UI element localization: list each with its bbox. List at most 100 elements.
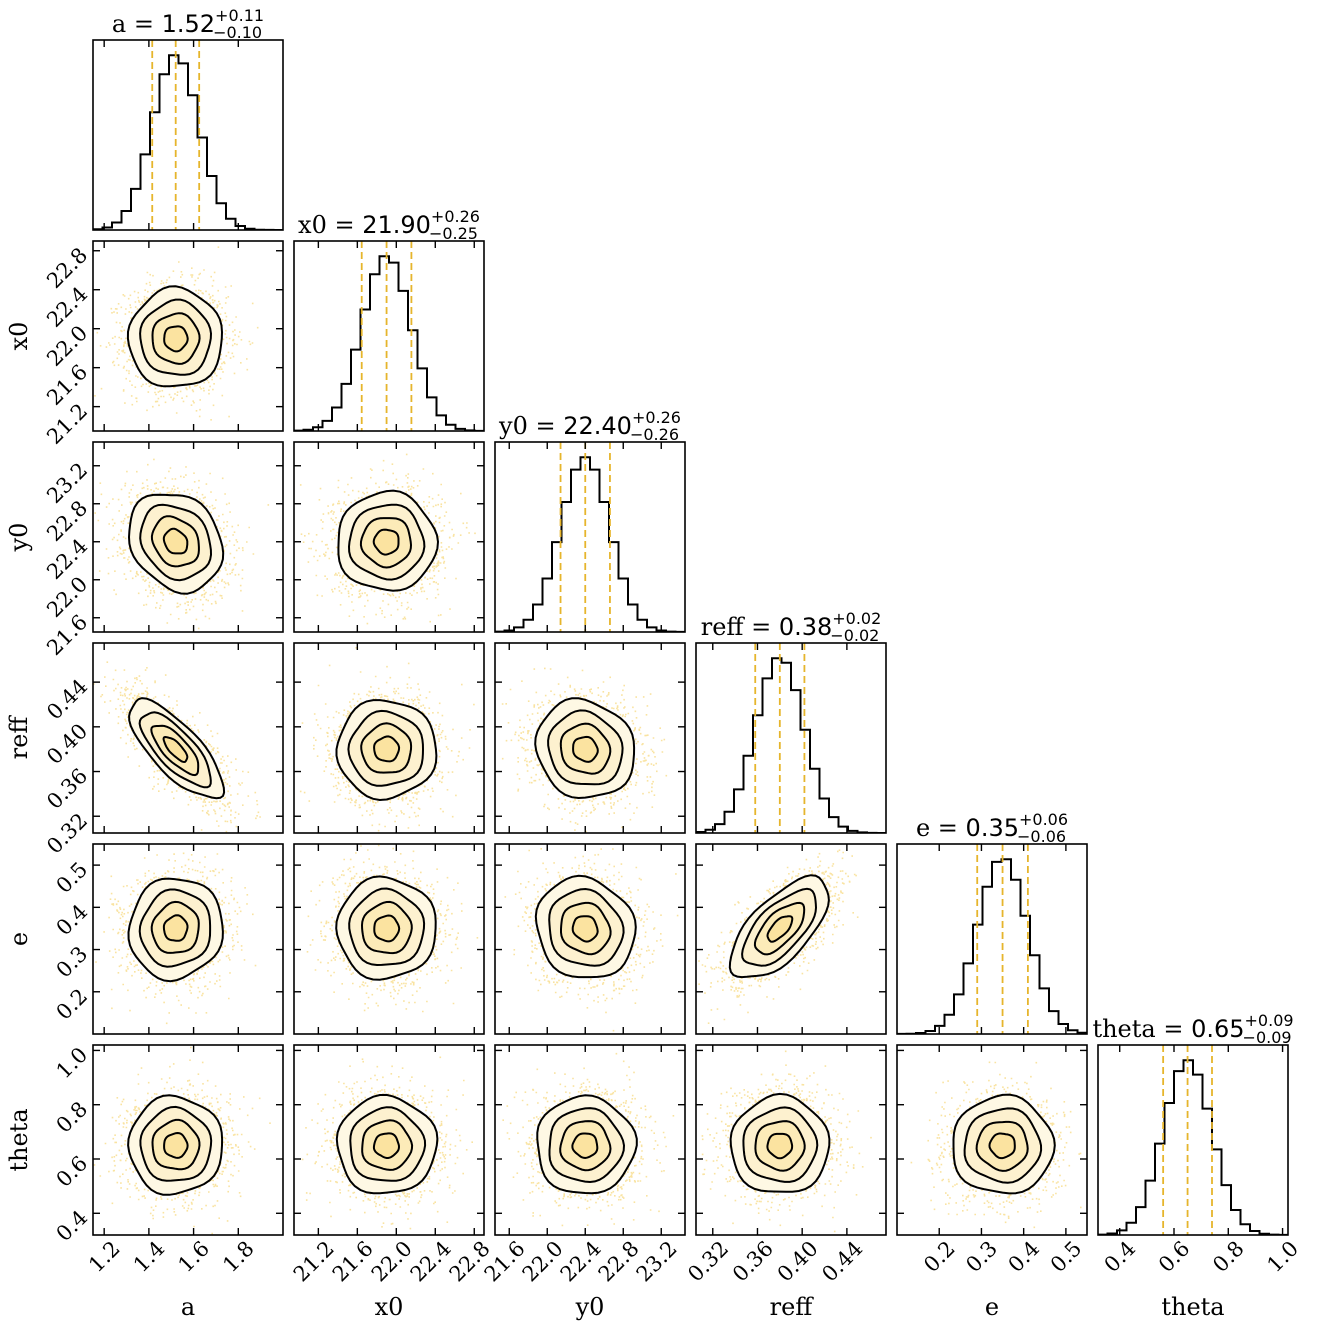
histogram-theta bbox=[1098, 1059, 1288, 1235]
histogram-reff bbox=[696, 657, 886, 833]
y-tick-label-reff: 0.32 bbox=[42, 808, 92, 858]
panel-frame bbox=[1097, 1044, 1289, 1236]
x-tick-label-theta: 1.0 bbox=[1262, 1236, 1303, 1277]
y-tick-label-x0: 21.6 bbox=[42, 360, 92, 410]
panel-frame bbox=[293, 240, 485, 432]
x-tick-label-x0: 22.0 bbox=[367, 1236, 417, 1286]
title-minus: −0.09 bbox=[1243, 1028, 1292, 1047]
histogram-e bbox=[897, 858, 1087, 1034]
panel-content bbox=[495, 442, 685, 632]
panel-content bbox=[294, 442, 484, 632]
panel-content bbox=[93, 643, 283, 833]
title-plus: +0.06 bbox=[1019, 810, 1068, 829]
title-minus: −0.10 bbox=[213, 23, 262, 42]
y-tick-label-theta: 0.6 bbox=[52, 1151, 93, 1192]
panel-x0-theta: 21.221.622.022.422.8x0 bbox=[289, 1044, 495, 1321]
title-minus: −0.25 bbox=[429, 224, 478, 243]
panel-frame bbox=[494, 441, 686, 633]
x-axis-label-a: a bbox=[181, 1293, 195, 1321]
panel-e-e: e = 0.35+0.06 −0.06 bbox=[896, 810, 1088, 1035]
panel-a-a: a = 1.52+0.11 −0.10 bbox=[92, 6, 284, 231]
x-tick-label-y0: 23.2 bbox=[632, 1236, 682, 1286]
y-tick-label-y0: 22.4 bbox=[42, 534, 92, 584]
panel-frame bbox=[896, 1044, 1088, 1236]
x-tick-label-e: 0.2 bbox=[919, 1236, 960, 1277]
y-tick-label-x0: 22.0 bbox=[42, 321, 92, 371]
y-tick-label-e: 0.4 bbox=[52, 900, 93, 941]
panel-x0-e bbox=[293, 843, 485, 1035]
title-reff: reff = 0.38+0.02 −0.02 bbox=[701, 609, 882, 645]
title-median: 0.38 bbox=[779, 613, 832, 641]
title-minus: −0.06 bbox=[1017, 827, 1066, 846]
panel-a-y0: 21.622.022.422.823.2 y0 bbox=[5, 441, 284, 660]
contour-y0-e-level-1 bbox=[571, 915, 599, 943]
title-median: 0.35 bbox=[966, 814, 1019, 842]
y-tick-label-theta: 1.0 bbox=[52, 1043, 93, 1084]
contour-x0-e-level-1 bbox=[373, 914, 401, 943]
panel-content bbox=[93, 844, 283, 1034]
y-tick-label-theta: 0.4 bbox=[52, 1206, 93, 1247]
y-tick-label-e: 0.2 bbox=[52, 984, 93, 1025]
panel-y0-theta: 21.622.022.422.823.2 y0 bbox=[480, 1044, 686, 1321]
title-plus: +0.09 bbox=[1245, 1011, 1294, 1030]
panel-x0-y0 bbox=[293, 441, 485, 633]
title-median: 0.65 bbox=[1191, 1015, 1244, 1043]
panel-a-e: 0.20.30.40.5 e bbox=[5, 843, 284, 1035]
x-tick-label-x0: 21.2 bbox=[289, 1236, 339, 1286]
y-tick-label-theta: 0.8 bbox=[52, 1097, 93, 1138]
title-median: 21.90 bbox=[362, 211, 431, 239]
title-plus: +0.26 bbox=[431, 207, 480, 226]
x-axis-label-reff: reff bbox=[770, 1293, 815, 1321]
y-tick-label-y0: 22.8 bbox=[42, 496, 92, 546]
panel-content bbox=[495, 844, 685, 1034]
panel-frame bbox=[293, 441, 485, 633]
x-tick-label-a: 1.8 bbox=[218, 1236, 259, 1277]
x-tick-label-a: 1.6 bbox=[174, 1236, 215, 1277]
x-tick-label-e: 0.3 bbox=[961, 1236, 1002, 1277]
contour-a-reff-level-1 bbox=[162, 735, 189, 764]
contour-y0-reff-level-1 bbox=[572, 735, 599, 763]
x-tick-label-reff: 0.32 bbox=[683, 1236, 733, 1286]
title-theta: theta = 0.65+0.09 −0.09 bbox=[1092, 1011, 1293, 1047]
x-tick-label-e: 0.4 bbox=[1004, 1236, 1045, 1277]
panel-content bbox=[93, 1045, 283, 1235]
x-tick-label-reff: 0.40 bbox=[773, 1236, 823, 1286]
x-tick-label-y0: 22.8 bbox=[594, 1236, 644, 1286]
x-tick-label-a: 1.2 bbox=[84, 1236, 125, 1277]
title-plus: +0.02 bbox=[832, 609, 881, 628]
contour-e-theta-level-1 bbox=[988, 1132, 1016, 1160]
x-axis-label-x0: x0 bbox=[375, 1293, 404, 1321]
x-tick-label-x0: 21.6 bbox=[328, 1236, 378, 1286]
contour-reff-theta-level-1 bbox=[766, 1132, 794, 1160]
panel-frame bbox=[92, 441, 284, 633]
samples bbox=[299, 647, 475, 832]
y-axis-label-e: e bbox=[5, 932, 33, 946]
histogram-x0 bbox=[294, 255, 484, 431]
title-name: y0 = bbox=[498, 412, 563, 440]
panel-content bbox=[294, 643, 484, 833]
panel-frame bbox=[293, 1044, 485, 1236]
panel-theta-theta: theta = 0.65+0.09 −0.09 0.4 0.6 0.8 1.0 theta bbox=[1092, 1011, 1303, 1321]
contour-a-x0-level-1 bbox=[163, 325, 189, 353]
panel-content bbox=[93, 442, 283, 632]
panel-frame bbox=[92, 1044, 284, 1236]
contour-y0-theta-level-1 bbox=[571, 1132, 599, 1160]
x-tick-label-e: 0.5 bbox=[1046, 1236, 1087, 1277]
contour-reff-e-level-1 bbox=[766, 915, 794, 943]
title-name: e = bbox=[916, 814, 966, 842]
sample-points bbox=[306, 844, 479, 1013]
title-plus: +0.11 bbox=[215, 6, 264, 25]
x-tick-label-y0: 22.4 bbox=[556, 1236, 606, 1286]
panel-x0-reff bbox=[293, 642, 485, 834]
panel-frame bbox=[494, 843, 686, 1035]
panel-x0-x0: x0 = 21.90+0.26 −0.25 bbox=[293, 207, 485, 432]
panel-y0-y0: y0 = 22.40+0.26 −0.26 bbox=[494, 408, 686, 633]
panel-a-reff: 0.320.360.400.44 reff bbox=[5, 642, 284, 858]
panel-frame bbox=[494, 642, 686, 834]
panel-content bbox=[93, 241, 283, 431]
title-minus: −0.02 bbox=[830, 626, 879, 645]
panel-content bbox=[294, 844, 484, 1034]
contour-x0-reff-level-1 bbox=[373, 735, 401, 763]
y-tick-label-e: 0.3 bbox=[52, 942, 93, 983]
